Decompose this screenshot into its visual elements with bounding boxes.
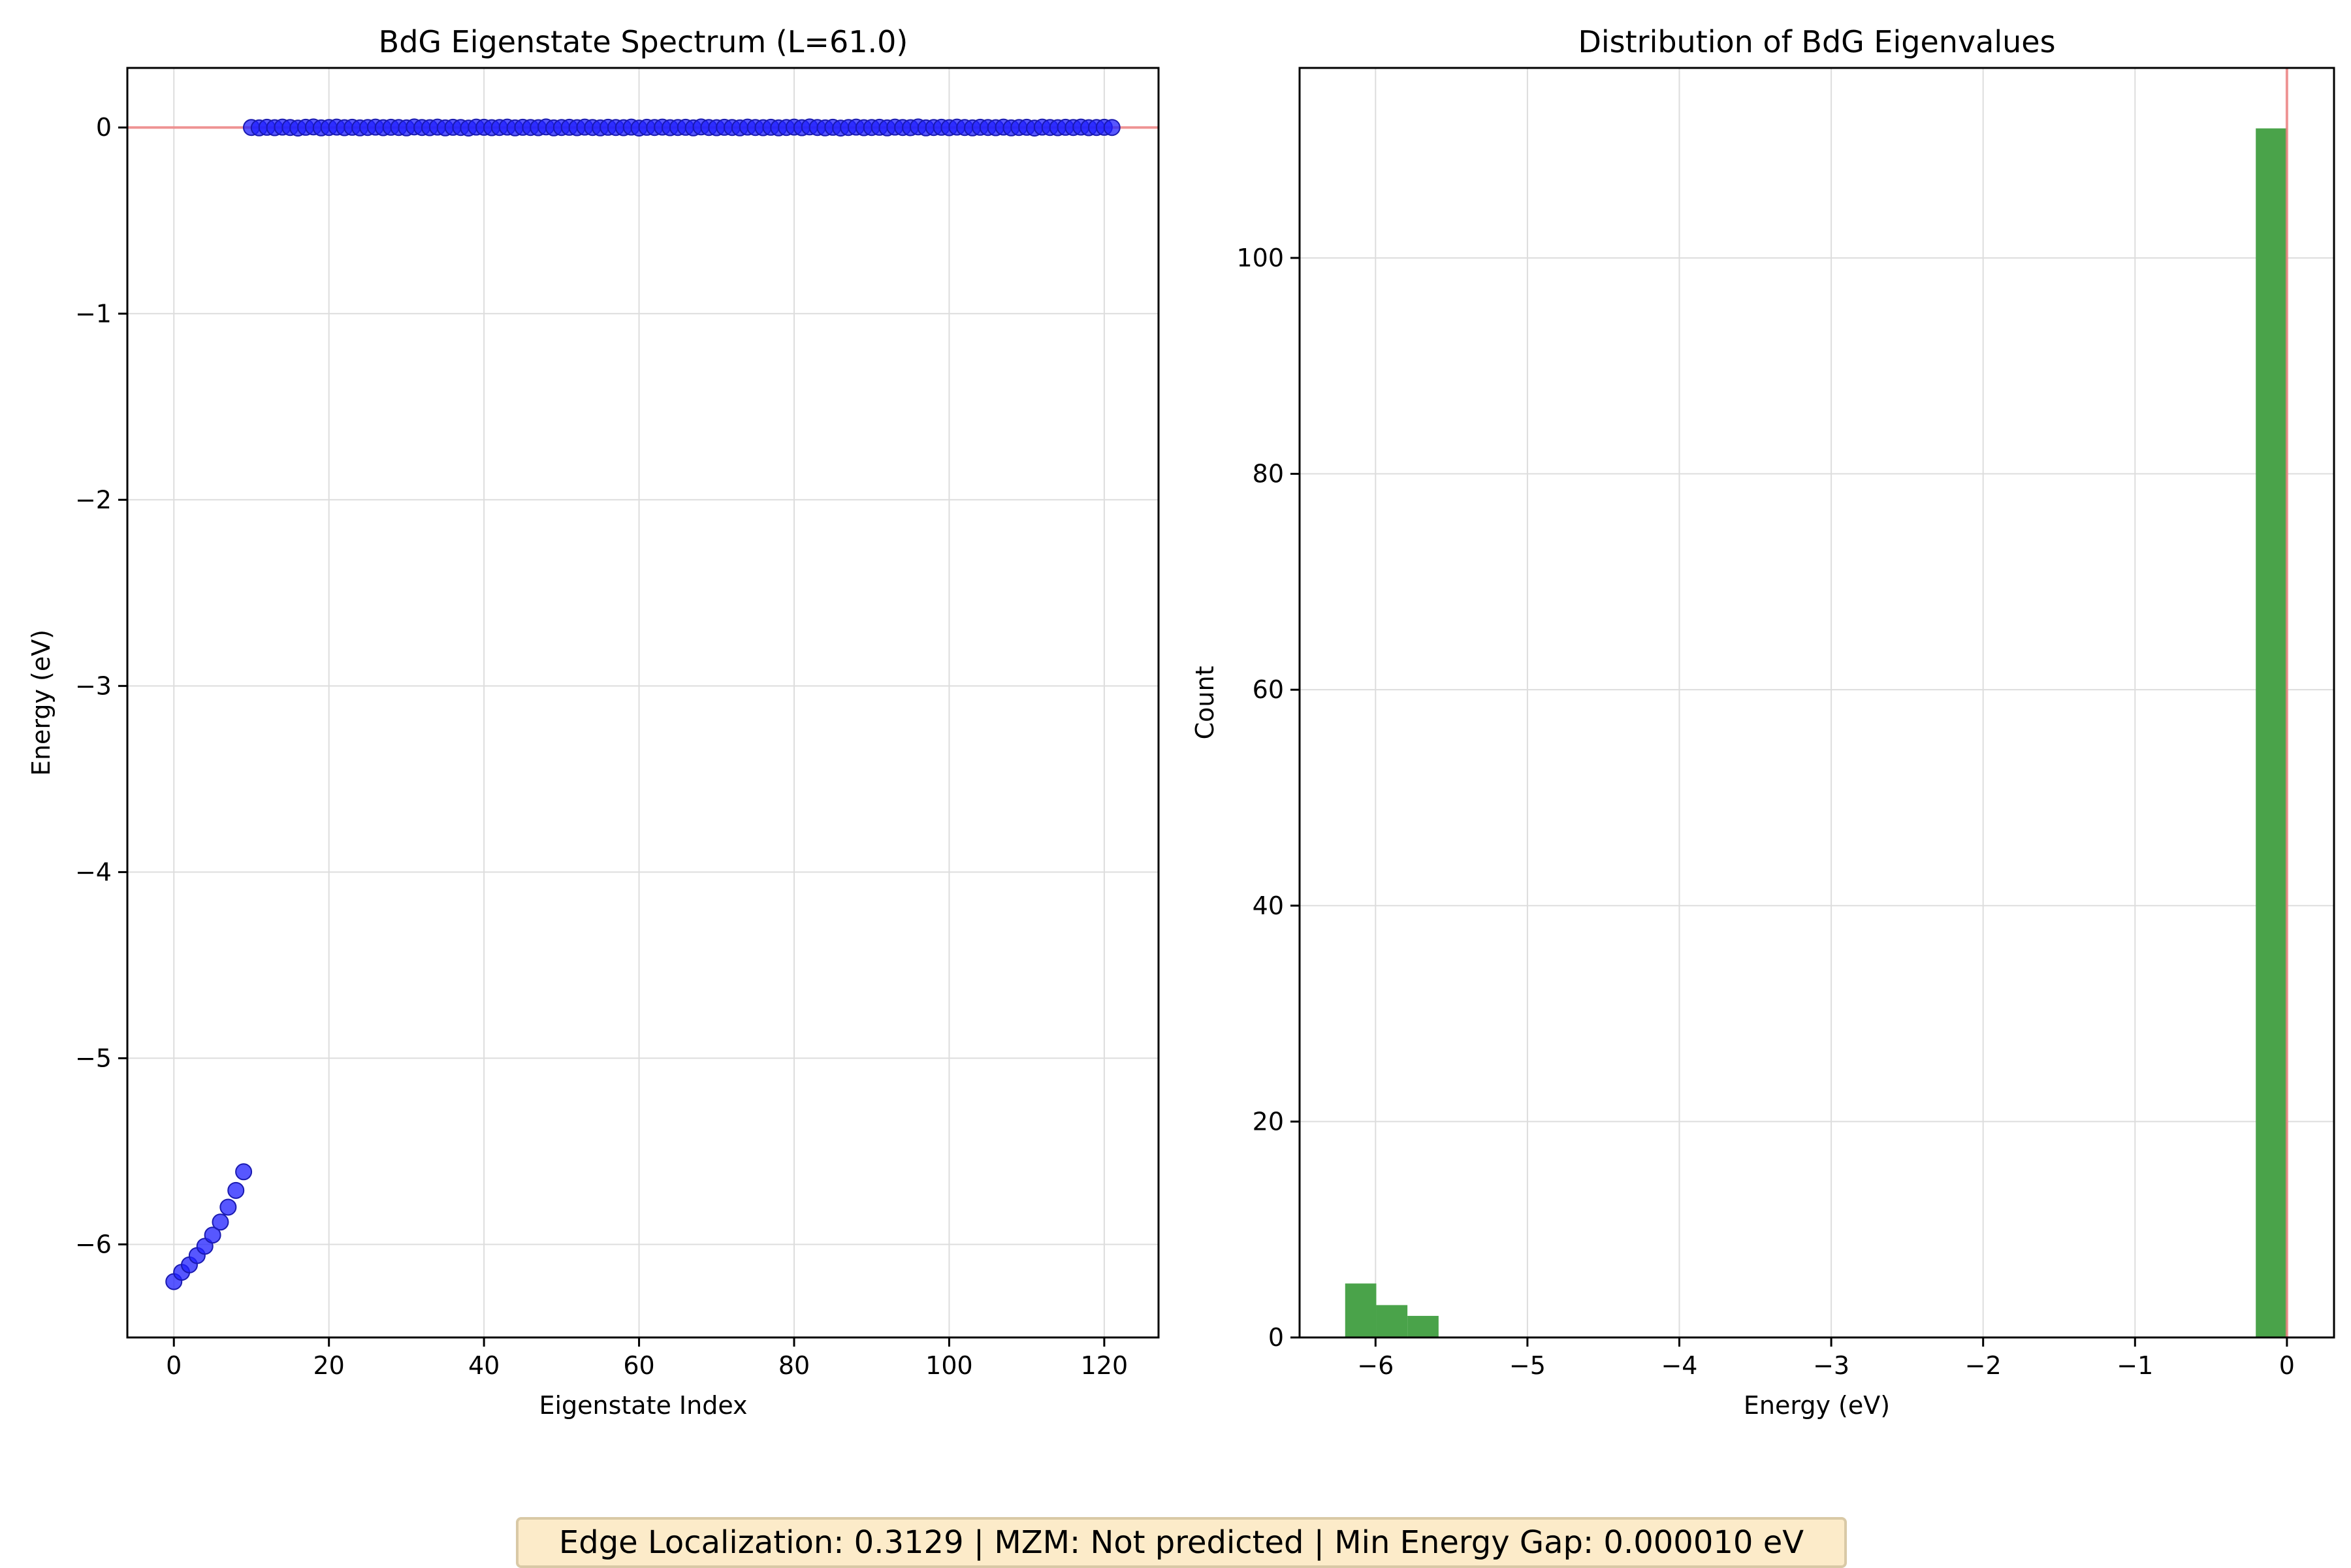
- spectrum-grid: [127, 68, 1159, 1337]
- y-tick-label: 0: [96, 113, 112, 142]
- y-tick-label: −3: [75, 671, 112, 700]
- spectrum-x-label: Eigenstate Index: [539, 1391, 747, 1420]
- y-tick-label: −4: [75, 857, 112, 886]
- y-tick-label: 20: [1253, 1107, 1284, 1136]
- x-tick-label: 0: [166, 1351, 182, 1380]
- histogram-bar: [1345, 1283, 1377, 1337]
- distribution-x-label: Energy (eV): [1744, 1391, 1890, 1420]
- y-tick-label: −6: [75, 1230, 112, 1258]
- spectrum-x-ticks: 0 20 40 60 80 100 120: [166, 1337, 1128, 1380]
- eigenstate-point: [212, 1213, 229, 1231]
- y-tick-label: 60: [1253, 675, 1284, 704]
- distribution-bars: [1345, 128, 2287, 1338]
- x-tick-label: 60: [623, 1351, 654, 1380]
- eigenstate-point: [235, 1163, 253, 1181]
- x-tick-label: −5: [1509, 1351, 1546, 1380]
- x-tick-label: −3: [1813, 1351, 1849, 1380]
- y-tick-label: 80: [1253, 460, 1284, 488]
- y-tick-label: −5: [75, 1044, 112, 1072]
- spectrum-axes-frame: [126, 67, 1160, 1339]
- x-tick-label: 120: [1081, 1351, 1128, 1380]
- y-tick-label: 0: [1268, 1323, 1284, 1352]
- spectrum-y-label: Energy (eV): [27, 630, 56, 776]
- eigenstate-point: [227, 1181, 245, 1199]
- eigenstate-point: [204, 1226, 221, 1244]
- x-tick-label: 40: [468, 1351, 500, 1380]
- distribution-x-ticks: −6 −5 −4 −3 −2 −1 0: [1357, 1337, 2295, 1380]
- x-tick-label: −6: [1357, 1351, 1394, 1380]
- eigenstate-point: [219, 1198, 237, 1216]
- y-tick-label: 40: [1253, 891, 1284, 920]
- spectrum-title: BdG Eigenstate Spectrum (L=61.0): [379, 24, 908, 59]
- x-tick-label: 80: [778, 1351, 810, 1380]
- distribution-axes-frame: [1298, 67, 2335, 1339]
- histogram-bar: [1376, 1305, 1408, 1337]
- summary-box: Edge Localization: 0.3129 | MZM: Not pre…: [516, 1517, 1847, 1568]
- histogram-bar: [1407, 1315, 1439, 1337]
- distribution-grid: [1300, 68, 2334, 1338]
- x-tick-label: −2: [1965, 1351, 2002, 1380]
- spectrum-points: [165, 118, 1121, 1290]
- eigenstate-point: [1103, 119, 1121, 136]
- summary-text: Edge Localization: 0.3129 | MZM: Not pre…: [558, 1524, 1804, 1561]
- distribution-panel: Distribution of BdG Eigenvalues −6 −5 −4 −3…: [1191, 24, 2335, 1420]
- x-tick-label: −1: [2117, 1351, 2153, 1380]
- x-tick-label: −4: [1661, 1351, 1697, 1380]
- y-tick-label: −2: [75, 485, 112, 514]
- x-tick-label: 100: [925, 1351, 973, 1380]
- spectrum-y-ticks: 0 −1 −2 −3 −4 −5 −6: [75, 113, 127, 1258]
- histogram-bar: [2256, 128, 2287, 1338]
- spectrum-panel: BdG Eigenstate Spectrum (L=61.0) 0 20 40 60…: [27, 24, 1160, 1420]
- x-tick-label: 0: [2279, 1351, 2295, 1380]
- x-tick-label: 20: [313, 1351, 344, 1380]
- distribution-title: Distribution of BdG Eigenvalues: [1578, 24, 2055, 59]
- y-tick-label: 100: [1236, 244, 1284, 272]
- distribution-y-label: Count: [1191, 666, 1219, 740]
- distribution-y-ticks: 0 20 40 60 80 100: [1236, 244, 1300, 1352]
- y-tick-label: −1: [75, 299, 112, 328]
